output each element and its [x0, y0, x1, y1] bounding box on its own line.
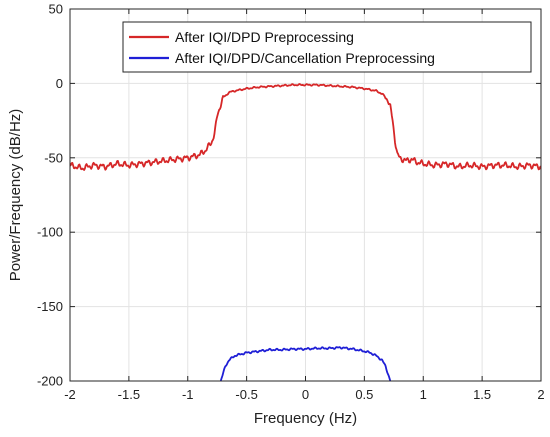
y-tick-label: -50 [44, 150, 63, 165]
axes: -2 -1.5 -1 -0.5 0 0.5 1 1.5 2 -200 -150 -100 -50 0 50 [37, 2, 545, 403]
y-tick-label: 0 [56, 76, 63, 91]
x-tick-label: 0.5 [355, 387, 373, 402]
series-line-iqi-dpd [70, 83, 541, 171]
x-tick-label: -0.5 [235, 387, 257, 402]
x-tick-label: -1 [182, 387, 194, 402]
x-tick-label: 2 [537, 387, 544, 402]
y-tick-label: -150 [37, 299, 63, 314]
legend-entry-label: After IQI/DPD/Cancellation Preprocessing [175, 50, 435, 66]
x-tick-label: -1.5 [118, 387, 140, 402]
legend-entry-label: After IQI/DPD Preprocessing [175, 29, 354, 45]
x-tick-label: 1 [420, 387, 427, 402]
x-axis-label: Frequency (Hz) [254, 410, 357, 427]
x-tick-label: -2 [64, 387, 76, 402]
y-tick-label: -100 [37, 225, 63, 240]
legend-box [122, 21, 532, 73]
x-tick-label: 0 [302, 387, 309, 402]
legend: After IQI/DPD Preprocessing After IQI/DPD… [122, 21, 532, 73]
y-axis-label: Power/Frequency (dB/Hz) [7, 109, 24, 282]
plot-area [70, 83, 541, 381]
series-line-iqi-dpd-cancellation [219, 346, 392, 381]
y-tick-label: 50 [49, 2, 63, 17]
x-tick-label: 1.5 [473, 387, 491, 402]
y-tick-label: -200 [37, 374, 63, 389]
